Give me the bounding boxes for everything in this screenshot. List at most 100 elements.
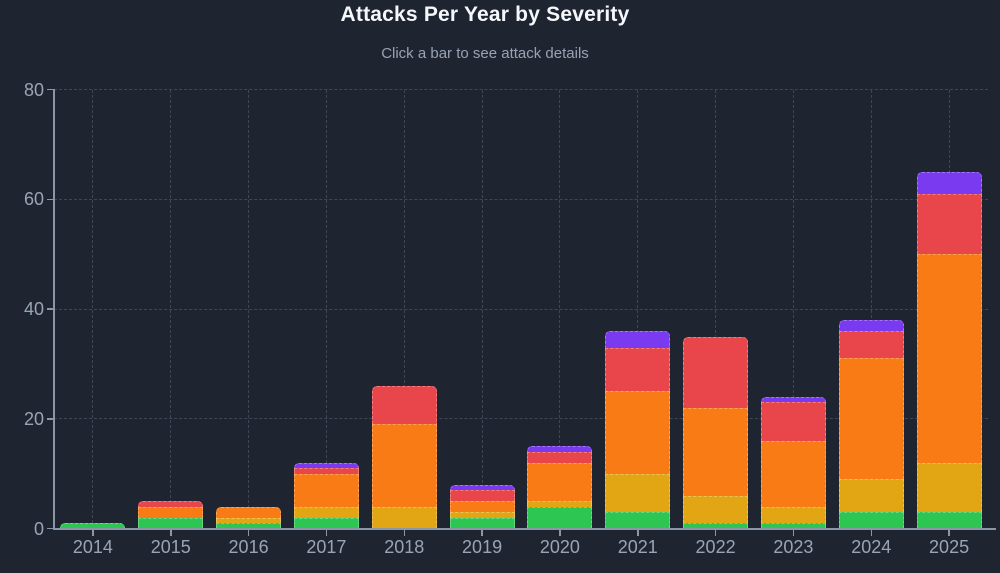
- y-axis-label-40: 40: [23, 299, 44, 320]
- bar-2023-red-segment: [760, 402, 826, 441]
- bar-2019-yellow-segment: [449, 512, 515, 518]
- bar-2021[interactable]: [605, 331, 671, 529]
- bar-2023-yellow-segment: [760, 506, 826, 523]
- bar-2018-orange-segment: [371, 424, 437, 507]
- y-tick-40: [46, 308, 53, 310]
- bar-2020-green-segment: [527, 506, 593, 529]
- bar-2025-orange-segment: [916, 254, 982, 463]
- bar-2020[interactable]: [527, 446, 593, 529]
- x-gridline-2015: [170, 89, 172, 529]
- bar-2015[interactable]: [138, 501, 204, 529]
- bar-2017-yellow-segment: [293, 506, 359, 518]
- bar-2025-red-segment: [916, 193, 982, 255]
- y-tick-20: [46, 418, 53, 420]
- bar-2019-orange-segment: [449, 501, 515, 513]
- bar-2022[interactable]: [683, 336, 749, 529]
- bar-2017[interactable]: [293, 462, 359, 529]
- bar-2015-red-segment: [138, 501, 204, 507]
- y-axis-label-80: 80: [23, 79, 44, 100]
- x-axis-label-2022: 2022: [695, 537, 736, 557]
- bar-2024-green-segment: [838, 512, 904, 529]
- y-axis-label-0: 0: [33, 518, 44, 539]
- bar-2025-green-segment: [916, 512, 982, 529]
- bar-2023-green-segment: [760, 523, 826, 529]
- x-axis-label-2016: 2016: [228, 537, 269, 557]
- x-axis-label-2025: 2025: [929, 537, 970, 557]
- bar-2019-purple-segment: [449, 484, 515, 491]
- x-tick-2024: [870, 529, 872, 536]
- x-gridline-2021: [637, 89, 639, 529]
- x-gridline-2016: [248, 89, 250, 529]
- x-gridline-2023: [792, 89, 794, 529]
- x-tick-2021: [637, 529, 639, 536]
- bar-2024-yellow-segment: [838, 479, 904, 513]
- bar-2023-orange-segment: [760, 440, 826, 507]
- x-tick-2019: [481, 529, 483, 536]
- bar-2020-red-segment: [527, 451, 593, 463]
- x-axis-line: [52, 527, 996, 530]
- bar-2017-green-segment: [293, 517, 359, 529]
- bar-2015-orange-segment: [138, 506, 204, 518]
- bar-2019-green-segment: [449, 517, 515, 529]
- y-gridline-20: [54, 418, 988, 420]
- bar-2022-orange-segment: [683, 407, 749, 496]
- x-axis-label-2015: 2015: [150, 537, 191, 557]
- x-axis-label-2024: 2024: [851, 537, 892, 557]
- bar-2024[interactable]: [838, 320, 904, 529]
- x-axis-label-2020: 2020: [539, 537, 580, 557]
- bar-2024-purple-segment: [838, 320, 904, 332]
- y-axis-line: [52, 89, 55, 530]
- bar-2022-green-segment: [683, 523, 749, 529]
- y-tick-0: [46, 527, 53, 530]
- x-tick-2015: [170, 529, 172, 536]
- x-tick-2022: [714, 529, 717, 536]
- bar-2018[interactable]: [371, 385, 437, 529]
- bar-2025-yellow-segment: [916, 462, 982, 513]
- bar-2023[interactable]: [760, 396, 826, 529]
- y-tick-80: [46, 88, 53, 91]
- bar-2019-red-segment: [449, 490, 515, 502]
- bar-2017-red-segment: [293, 468, 359, 474]
- bar-2018-yellow-segment: [371, 506, 437, 529]
- y-axis-label-20: 20: [23, 408, 44, 429]
- x-gridline-2024: [870, 89, 872, 529]
- bar-2020-orange-segment: [527, 462, 593, 502]
- bar-2019[interactable]: [449, 484, 515, 529]
- chart-title: Attacks Per Year by Severity: [340, 3, 630, 26]
- bar-2021-purple-segment: [605, 331, 671, 348]
- x-axis-label-2014: 2014: [72, 537, 113, 557]
- bar-2017-orange-segment: [293, 473, 359, 507]
- x-tick-2014: [92, 529, 94, 536]
- bar-2025[interactable]: [916, 171, 982, 529]
- bar-2022-yellow-segment: [683, 495, 749, 523]
- x-axis-label-2019: 2019: [462, 537, 503, 557]
- x-axis-label-2018: 2018: [384, 537, 425, 557]
- x-tick-2017: [325, 529, 328, 536]
- x-gridline-2017: [325, 89, 327, 529]
- x-axis-label-2017: 2017: [306, 537, 347, 557]
- bar-2016-orange-segment: [216, 506, 282, 518]
- bar-2014[interactable]: [60, 523, 126, 529]
- x-axis-label-2023: 2023: [773, 537, 814, 557]
- bar-2022-red-segment: [683, 336, 749, 408]
- x-gridline-2018: [403, 89, 405, 529]
- chart-subtitle: Click a bar to see attack details: [381, 45, 589, 62]
- bar-2016[interactable]: [216, 506, 282, 529]
- bar-2017-purple-segment: [293, 462, 359, 469]
- x-tick-2020: [559, 529, 561, 536]
- x-gridline-2014: [92, 89, 94, 529]
- bar-2018-red-segment: [371, 385, 437, 425]
- bar-2020-yellow-segment: [527, 501, 593, 507]
- x-tick-2025: [948, 529, 950, 536]
- bar-2023-purple-segment: [760, 396, 826, 403]
- y-gridline-40: [54, 308, 988, 310]
- y-gridline-60: [54, 198, 988, 200]
- bar-2021-yellow-segment: [605, 473, 671, 513]
- y-gridline-80: [54, 89, 988, 91]
- y-tick-60: [46, 198, 53, 201]
- x-axis-label-2021: 2021: [617, 537, 658, 557]
- bar-2021-orange-segment: [605, 391, 671, 474]
